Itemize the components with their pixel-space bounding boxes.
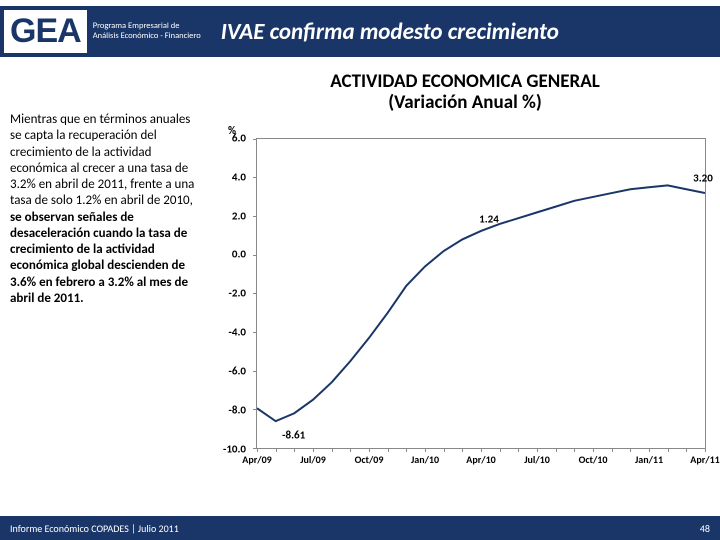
chart-title: ACTIVIDAD ECONOMICA GENERAL (Variación A… [220,72,710,114]
chart-title-line1: ACTIVIDAD ECONOMICA GENERAL [330,70,600,93]
y-tick-label: -6.0 [229,365,246,378]
slide-title: IVAE confirma modesto crecimiento [221,18,559,46]
x-tick-label: Apr/10 [466,453,495,466]
chart-title-line2: (Variación Anual %) [388,91,542,114]
line-series [257,139,705,448]
data-annotation: 1.24 [479,212,499,225]
x-tick-label: Oct/09 [355,453,384,466]
x-tick-label: Apr/11 [690,453,719,466]
x-tick-label: Jan/10 [411,453,439,466]
body-part2: se observan señales de desaceleración cu… [10,210,188,306]
content-area: Mientras que en términos anuales se capt… [0,62,720,504]
y-tick-label: 2.0 [232,209,246,222]
chart-area: % Apr/09Jul/09Oct/09Jan/10Apr/10Jul/10Oc… [250,122,706,467]
y-tick-label: 6.0 [232,131,246,144]
body-text: Mientras que en términos anuales se capt… [0,62,220,504]
logo: GEA [4,10,87,53]
y-tick-label: -4.0 [229,326,246,339]
chart-panel: ACTIVIDAD ECONOMICA GENERAL (Variación A… [220,62,720,504]
y-tick-label: -2.0 [229,287,246,300]
x-tick-label: Oct/10 [579,453,608,466]
plot-region: Apr/09Jul/09Oct/09Jan/10Apr/10Jul/10Oct/… [256,138,706,449]
data-annotation: 3.20 [693,171,713,184]
x-tick-label: Jul/09 [300,453,326,466]
x-tick-label: Jan/11 [635,453,663,466]
y-tick-label: 4.0 [232,170,246,183]
x-tick-label: Jul/10 [524,453,550,466]
body-part1: Mientras que en términos anuales se capt… [10,112,194,208]
header: GEA Programa Empresarial de Análisis Eco… [0,0,720,62]
footer-page: 48 [700,522,710,535]
program-subtitle: Programa Empresarial de Análisis Económi… [93,22,203,41]
footer: Informe Económico COPADES | Julio 2011 4… [0,516,720,540]
y-tick-label: -10.0 [223,442,246,455]
y-tick-label: -8.0 [229,403,246,416]
data-annotation: -8.61 [282,428,305,441]
footer-left: Informe Económico COPADES | Julio 2011 [10,522,179,535]
x-tick-label: Apr/09 [242,453,271,466]
y-tick-label: 0.0 [232,248,246,261]
